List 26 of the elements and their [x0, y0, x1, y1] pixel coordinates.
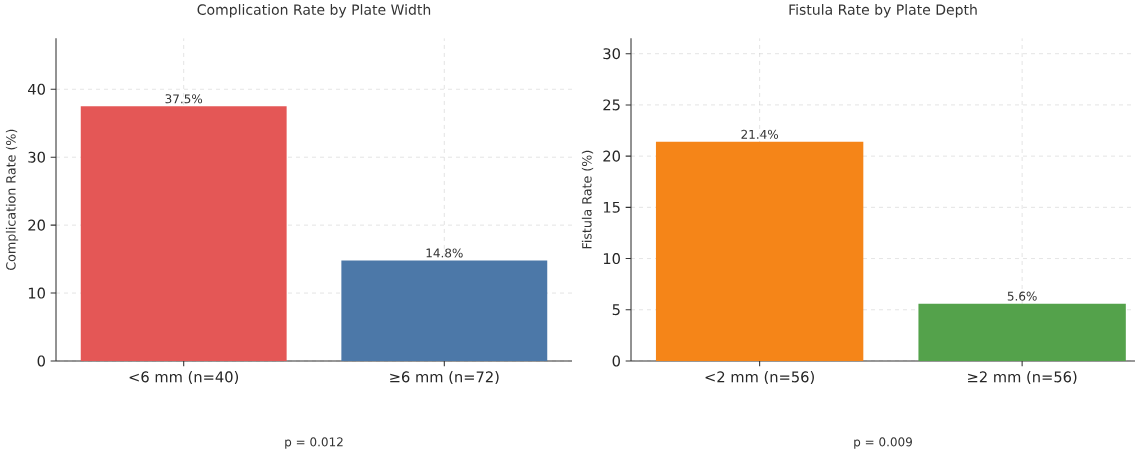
- y-tick-label: 10: [603, 253, 620, 265]
- y-tick-label: 20: [603, 150, 620, 162]
- x-tick-label: ≥6 mm (n=72): [390, 371, 499, 385]
- y-axis-title: Fistula Rate (%): [581, 150, 594, 249]
- chart-title: Fistula Rate by Plate Depth: [789, 4, 977, 18]
- chart-title: Complication Rate by Plate Width: [197, 4, 431, 18]
- text: p = 0.012: [285, 437, 343, 449]
- data-label: 21.4%: [741, 129, 779, 139]
- y-tick-label: 25: [603, 99, 620, 111]
- y-tick-label: 0: [612, 355, 620, 367]
- y-tick-label: 15: [603, 201, 620, 213]
- y-axis-title: Complication Rate (%): [5, 129, 19, 270]
- x-tick-label: <6 mm (n=40): [129, 371, 239, 385]
- data-label: 5.6%: [1007, 291, 1037, 301]
- y-tick-label: 0: [37, 355, 45, 367]
- data-label: 14.8%: [426, 248, 463, 258]
- y-tick-label: 30: [28, 151, 45, 163]
- y-tick-label: 5: [612, 304, 620, 316]
- x-tick-label: <2 mm (n=56): [705, 371, 814, 385]
- y-tick-label: 30: [603, 48, 620, 60]
- y-tick-label: 10: [28, 287, 45, 299]
- y-tick-label: 40: [28, 83, 45, 95]
- text: p = 0.009: [854, 437, 912, 449]
- y-tick-label: 20: [28, 219, 45, 231]
- data-label: 37.5%: [165, 94, 203, 104]
- x-tick-label: ≥2 mm (n=56): [968, 371, 1077, 385]
